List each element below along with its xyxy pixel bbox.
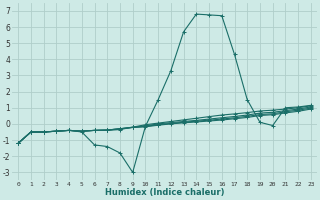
X-axis label: Humidex (Indice chaleur): Humidex (Indice chaleur): [105, 188, 224, 197]
